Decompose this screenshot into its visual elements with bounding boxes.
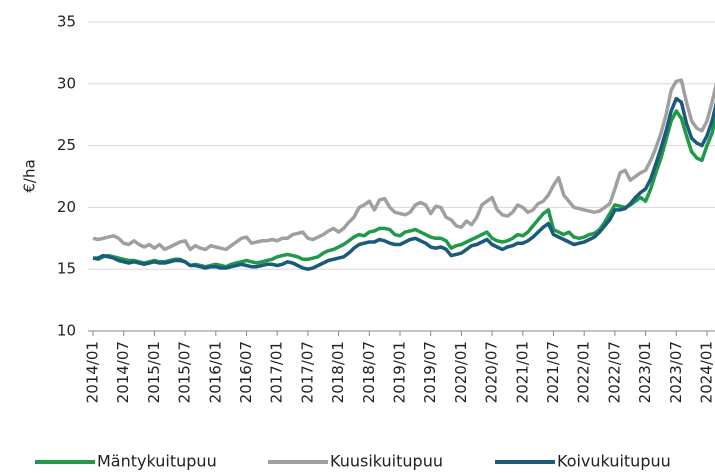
legend-label: Koivukuitupuu [557, 452, 671, 471]
x-tick-label: 2020/01 [452, 341, 470, 403]
x-tick-label: 2018/01 [329, 341, 347, 403]
y-tick-label: 20 [57, 198, 76, 216]
x-tick-label: 2021/07 [544, 341, 562, 403]
x-tick-label: 2016/01 [206, 341, 224, 403]
y-axis-label: €/ha [21, 159, 39, 192]
series-line [92, 78, 715, 252]
x-tick-label: 2022/07 [605, 341, 623, 403]
x-tick-label: 2019/01 [391, 341, 409, 403]
legend-label: Kuusikuitupuu [330, 452, 443, 471]
x-tick-label: 2024/01 [698, 341, 715, 403]
x-tick-label: 2017/01 [268, 341, 286, 403]
x-tick-label: 2021/01 [513, 341, 531, 403]
y-tick-label: 30 [57, 74, 76, 92]
x-tick-label: 2018/07 [360, 341, 378, 403]
x-tick-label: 2016/07 [237, 341, 255, 403]
x-tick-label: 2019/07 [421, 341, 439, 403]
x-tick-label: 2017/07 [298, 341, 316, 403]
legend-label: Mäntykuitupuu [97, 452, 217, 471]
x-tick-label: 2014/01 [84, 341, 102, 403]
series-line [93, 96, 715, 271]
x-tick-label: 2020/07 [483, 341, 501, 403]
x-tick-label: 2015/01 [145, 341, 163, 403]
y-tick-label: 35 [57, 13, 76, 31]
y-tick-label: 25 [57, 136, 76, 154]
x-tick-label: 2023/01 [636, 341, 654, 403]
x-tick-label: 2015/07 [176, 341, 194, 403]
y-tick-label: 10 [57, 322, 76, 340]
y-tick-label: 15 [57, 260, 76, 278]
x-tick-label: 2022/01 [575, 341, 593, 403]
x-tick-label: 2023/07 [667, 341, 685, 403]
x-tick-label: 2014/07 [114, 341, 132, 403]
